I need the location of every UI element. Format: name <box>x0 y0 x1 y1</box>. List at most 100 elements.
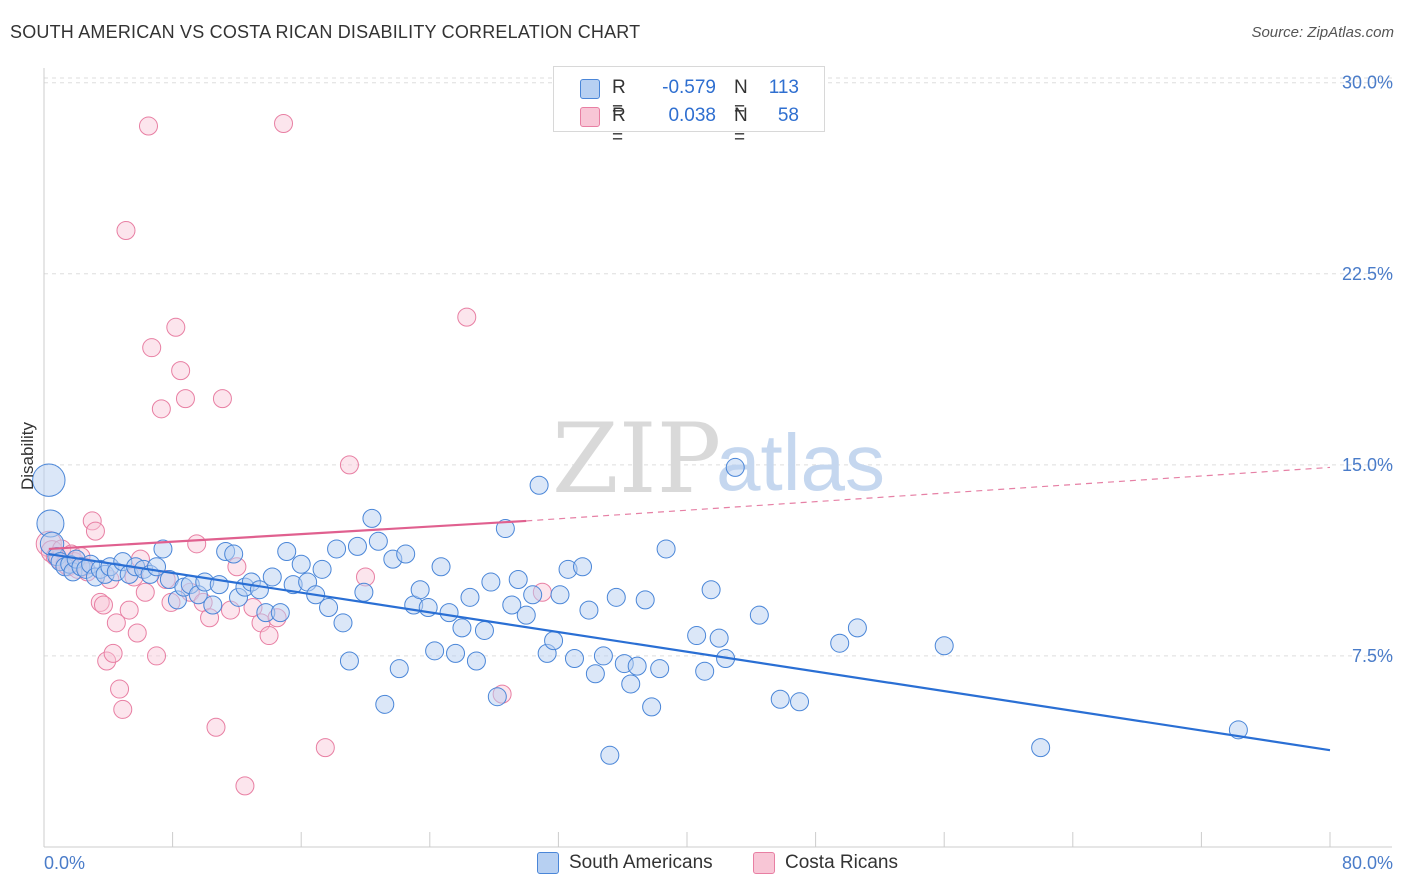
south-american-point <box>362 508 382 528</box>
costa-rican-point <box>82 511 102 531</box>
costa-rican-point <box>135 582 155 602</box>
costa-rican-point <box>142 338 162 358</box>
costa-rican-point <box>457 307 477 327</box>
costa-rican-point <box>235 776 255 796</box>
south-american-point <box>656 539 676 559</box>
legend-n-label: N = <box>734 105 748 148</box>
south-american-point <box>368 531 388 551</box>
y-tick-label: 30.0% <box>1342 73 1393 93</box>
south-american-point <box>481 572 501 592</box>
bottom-legend-swatch-pink <box>753 852 775 874</box>
costa-rican-point <box>113 699 133 719</box>
costa-rican-point <box>175 389 195 409</box>
south-american-point <box>847 618 867 638</box>
south-american-point <box>425 641 445 661</box>
costa-rican-point <box>90 592 110 612</box>
south-american-point <box>474 620 494 640</box>
south-american-point <box>585 664 605 684</box>
south-american-point <box>291 554 311 574</box>
legend-r-label: R = <box>612 77 626 120</box>
south-american-point <box>495 519 515 539</box>
legend-swatch-blue <box>580 79 600 99</box>
gridlines <box>44 77 1392 657</box>
south-american-point <box>1228 720 1248 740</box>
bottom-legend-label: South Americans <box>569 852 713 873</box>
south-american-point <box>508 570 528 590</box>
watermark-zip: ZIP <box>552 403 721 515</box>
south-american-point <box>529 475 549 495</box>
costa-rican-point <box>97 651 117 671</box>
south-american-point <box>452 618 472 638</box>
south-american-point <box>516 605 536 625</box>
y-tick-label: 22.5% <box>1342 264 1393 284</box>
axes <box>43 68 1392 848</box>
south-american-point <box>389 659 409 679</box>
costa-rican-point <box>259 626 279 646</box>
x-tick-label: 0.0% <box>44 853 85 873</box>
trend-lines <box>48 466 1331 752</box>
south-american-point <box>621 674 641 694</box>
south-american-point <box>687 626 707 646</box>
costa-rican-point <box>339 455 359 475</box>
south-american-point <box>460 587 480 607</box>
south-american-point <box>790 692 810 712</box>
legend-r-value: -0.579 <box>662 77 716 98</box>
south-american-point <box>725 457 745 477</box>
south-american-point <box>544 631 564 651</box>
south-american-point <box>466 651 486 671</box>
south-american-point <box>627 656 647 676</box>
legend-r-label: R = <box>612 105 626 148</box>
south-american-point <box>487 687 507 707</box>
south-american-point <box>593 646 613 666</box>
south-american-point <box>312 559 332 579</box>
south-american-point <box>642 697 662 717</box>
costa-rican-point <box>147 646 167 666</box>
costa-rican-point <box>127 623 147 643</box>
costa-rican-point <box>138 116 158 136</box>
south-american-point <box>153 539 173 559</box>
y-axis-label: Disability <box>18 421 37 490</box>
south-american-point <box>502 595 522 615</box>
south-american-point <box>333 613 353 633</box>
y-tick-label: 7.5% <box>1352 646 1393 666</box>
south-american-point <box>934 636 954 656</box>
costa-rican-point <box>171 361 191 381</box>
legend-swatch-pink <box>580 107 600 127</box>
south-american-point <box>262 567 282 587</box>
south-american-point <box>32 463 66 497</box>
costa-ricans-trend-extension <box>526 466 1331 522</box>
south-american-point <box>270 603 290 623</box>
south-american-point <box>564 648 584 668</box>
south-american-point <box>695 661 715 681</box>
south-american-point <box>327 539 347 559</box>
south-americans-points <box>32 457 1248 765</box>
costa-rican-point <box>212 389 232 409</box>
costa-rican-point <box>93 595 113 615</box>
south-american-point <box>770 689 790 709</box>
costa-rican-point <box>116 220 136 240</box>
south-american-point <box>830 633 850 653</box>
south-american-point <box>319 598 339 618</box>
costa-rican-point <box>85 521 105 541</box>
south-american-point <box>709 628 729 648</box>
south-american-point <box>203 595 223 615</box>
costa-rican-point <box>315 738 335 758</box>
south-american-point <box>439 603 459 623</box>
south-american-point <box>579 600 599 620</box>
bottom-legend-swatch-blue <box>537 852 559 874</box>
south-american-point <box>396 544 416 564</box>
south-american-point <box>410 580 430 600</box>
costa-rican-point <box>110 679 130 699</box>
south-american-point <box>354 582 374 602</box>
y-tick-label: 15.0% <box>1342 455 1393 475</box>
south-american-point <box>573 557 593 577</box>
costa-rican-point <box>274 113 294 133</box>
south-american-point <box>347 536 367 556</box>
legend-n-label: N = <box>734 77 748 120</box>
costa-ricans-trend-line <box>48 519 527 551</box>
costa-rican-point <box>187 534 207 554</box>
costa-rican-point <box>151 399 171 419</box>
legend-n-value: 58 <box>777 105 799 126</box>
watermark-atlas: atlas <box>716 418 885 507</box>
